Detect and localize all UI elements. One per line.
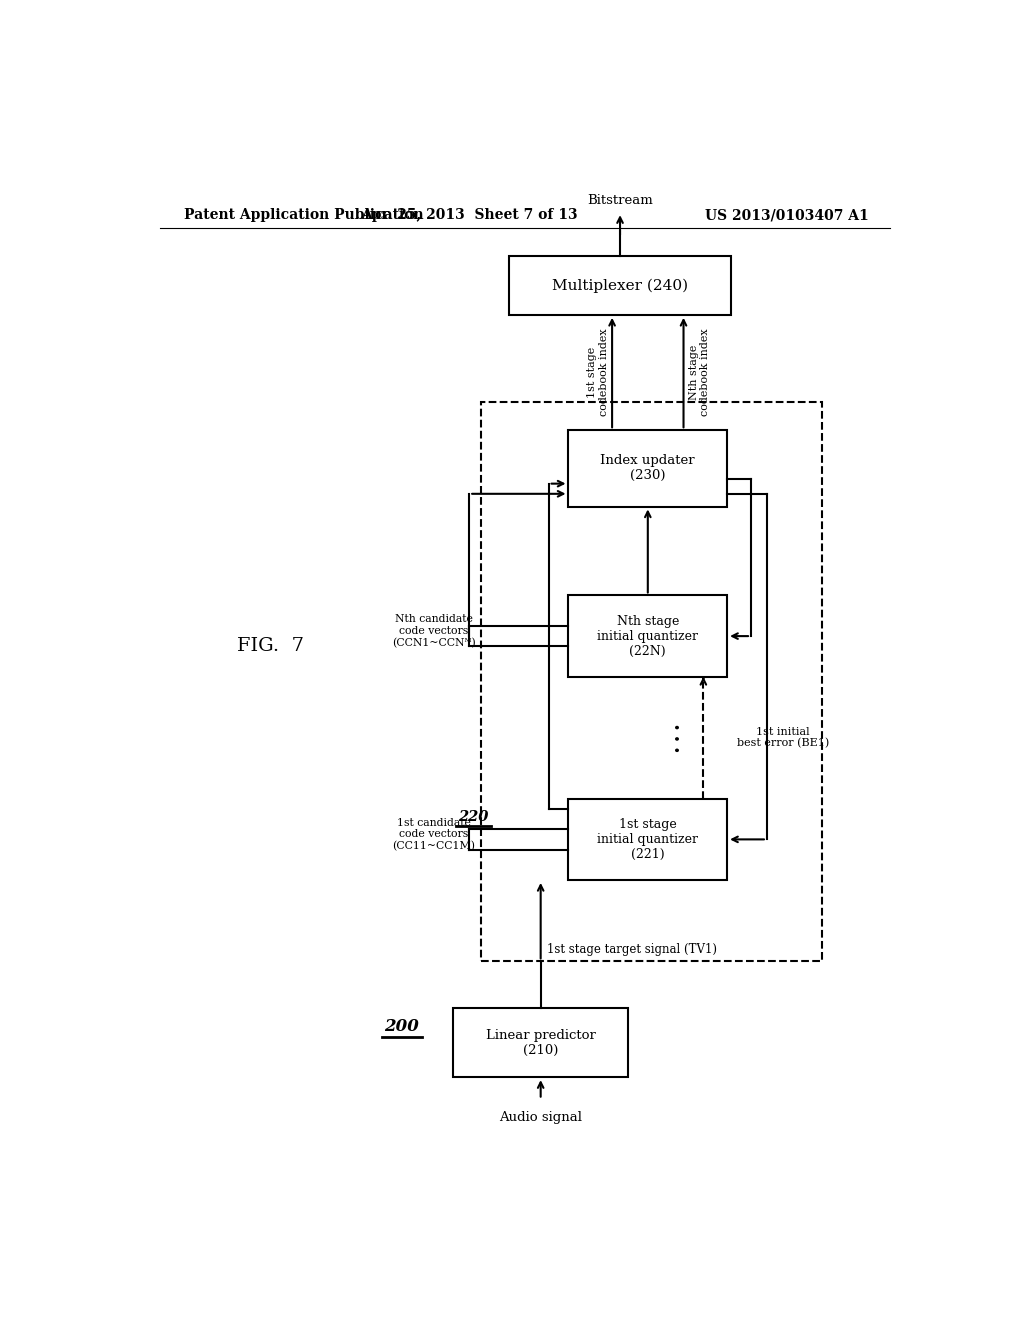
Text: Linear predictor
(210): Linear predictor (210): [485, 1028, 596, 1057]
Bar: [454, 1008, 628, 1077]
Text: Apr. 25, 2013  Sheet 7 of 13: Apr. 25, 2013 Sheet 7 of 13: [360, 209, 578, 222]
Bar: [568, 430, 727, 507]
Text: Nth stage
codebook index: Nth stage codebook index: [688, 329, 711, 416]
Text: 1st stage
codebook index: 1st stage codebook index: [587, 329, 608, 416]
Text: FIG.  7: FIG. 7: [238, 638, 304, 655]
Text: • • •: • • •: [673, 722, 686, 752]
Bar: [568, 799, 727, 880]
Bar: [509, 256, 731, 315]
Text: 1st stage
initial quantizer
(221): 1st stage initial quantizer (221): [597, 818, 698, 861]
Text: 1st candidate
code vectors
(CC11~CC1M): 1st candidate code vectors (CC11~CC1M): [392, 817, 475, 851]
Text: US 2013/0103407 A1: US 2013/0103407 A1: [705, 209, 868, 222]
Text: Nth stage
initial quantizer
(22N): Nth stage initial quantizer (22N): [597, 615, 698, 657]
Text: 200: 200: [384, 1018, 419, 1035]
Text: 1st stage target signal (TV1): 1st stage target signal (TV1): [547, 942, 717, 956]
Text: 1st initial
best error (BE1): 1st initial best error (BE1): [736, 727, 828, 748]
Text: Nth candidate
code vectors
(CCN1~CCNᴹ): Nth candidate code vectors (CCN1~CCNᴹ): [391, 614, 475, 648]
Bar: [568, 595, 727, 677]
Text: Bitstream: Bitstream: [587, 194, 653, 206]
Text: 220: 220: [458, 810, 488, 824]
Text: Patent Application Publication: Patent Application Publication: [183, 209, 423, 222]
Bar: [481, 403, 822, 961]
Text: Multiplexer (240): Multiplexer (240): [552, 279, 688, 293]
Text: Audio signal: Audio signal: [499, 1111, 583, 1125]
Text: Index updater
(230): Index updater (230): [600, 454, 695, 482]
